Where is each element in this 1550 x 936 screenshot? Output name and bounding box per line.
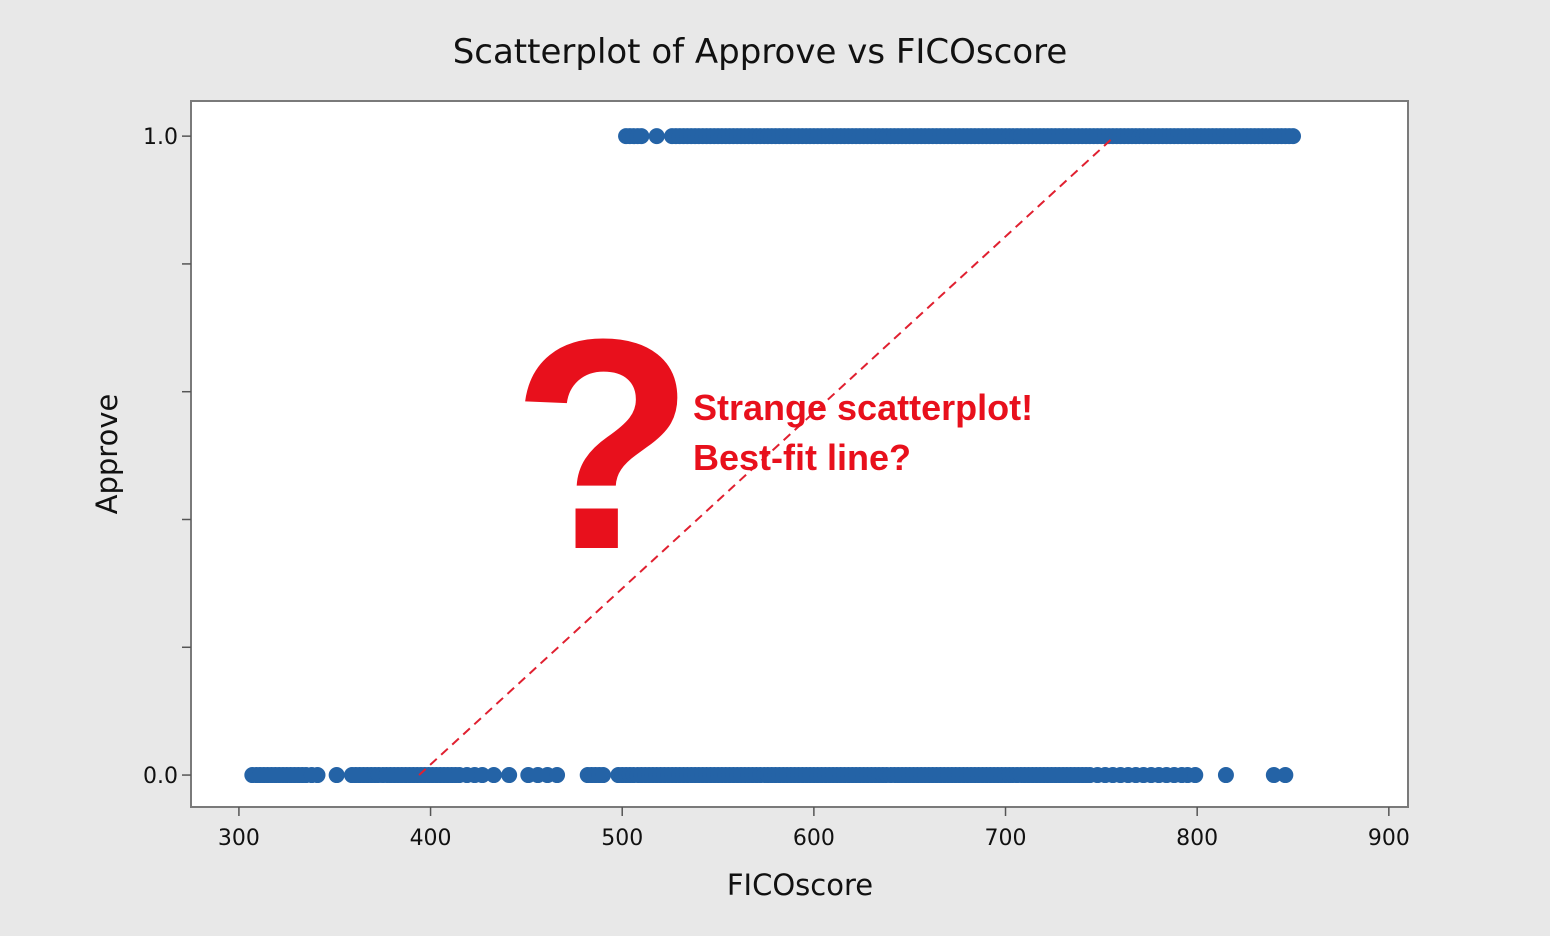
data-point (1265, 767, 1282, 784)
data-point (501, 767, 518, 784)
x-axis: 300 400 500 600 700 800 900 (218, 807, 1410, 851)
chart-title: Scatterplot of Approve vs FICOscore (453, 32, 1068, 72)
data-point (648, 128, 665, 145)
data-point (549, 767, 566, 784)
y-axis-label: Approve (90, 394, 124, 515)
reference-line-layer (418, 135, 1116, 776)
plot-area (190, 100, 1409, 808)
data-point (328, 767, 345, 784)
x-tick-label: 400 (410, 826, 452, 851)
x-tick-label: 800 (1176, 826, 1218, 851)
x-tick-label: 300 (218, 826, 260, 851)
annotation-line-2: Best-fit line? (693, 437, 911, 478)
data-points (244, 128, 1302, 784)
data-point (595, 767, 612, 784)
y-tick-label: 1.0 (143, 125, 178, 150)
x-tick-label: 600 (793, 826, 835, 851)
question-mark-icon: ? (511, 276, 694, 612)
x-tick-label: 900 (1368, 826, 1410, 851)
data-point (485, 767, 502, 784)
data-point (309, 767, 326, 784)
reference-line (418, 135, 1116, 776)
annotation-line-1: Strange scatterplot! (693, 387, 1033, 428)
x-tick-label: 500 (601, 826, 643, 851)
x-tick-label: 700 (985, 826, 1027, 851)
x-axis-label: FICOscore (727, 868, 873, 902)
data-point (1217, 767, 1234, 784)
data-point (633, 128, 650, 145)
question-annotation: ? Strange scatterplot! Best-fit line? (511, 276, 1033, 612)
data-point (1277, 767, 1294, 784)
data-point (1187, 767, 1204, 784)
y-axis: 0.0 1.0 (143, 125, 191, 789)
data-point (474, 767, 491, 784)
data-point (1285, 128, 1302, 145)
y-tick-label: 0.0 (143, 764, 178, 789)
